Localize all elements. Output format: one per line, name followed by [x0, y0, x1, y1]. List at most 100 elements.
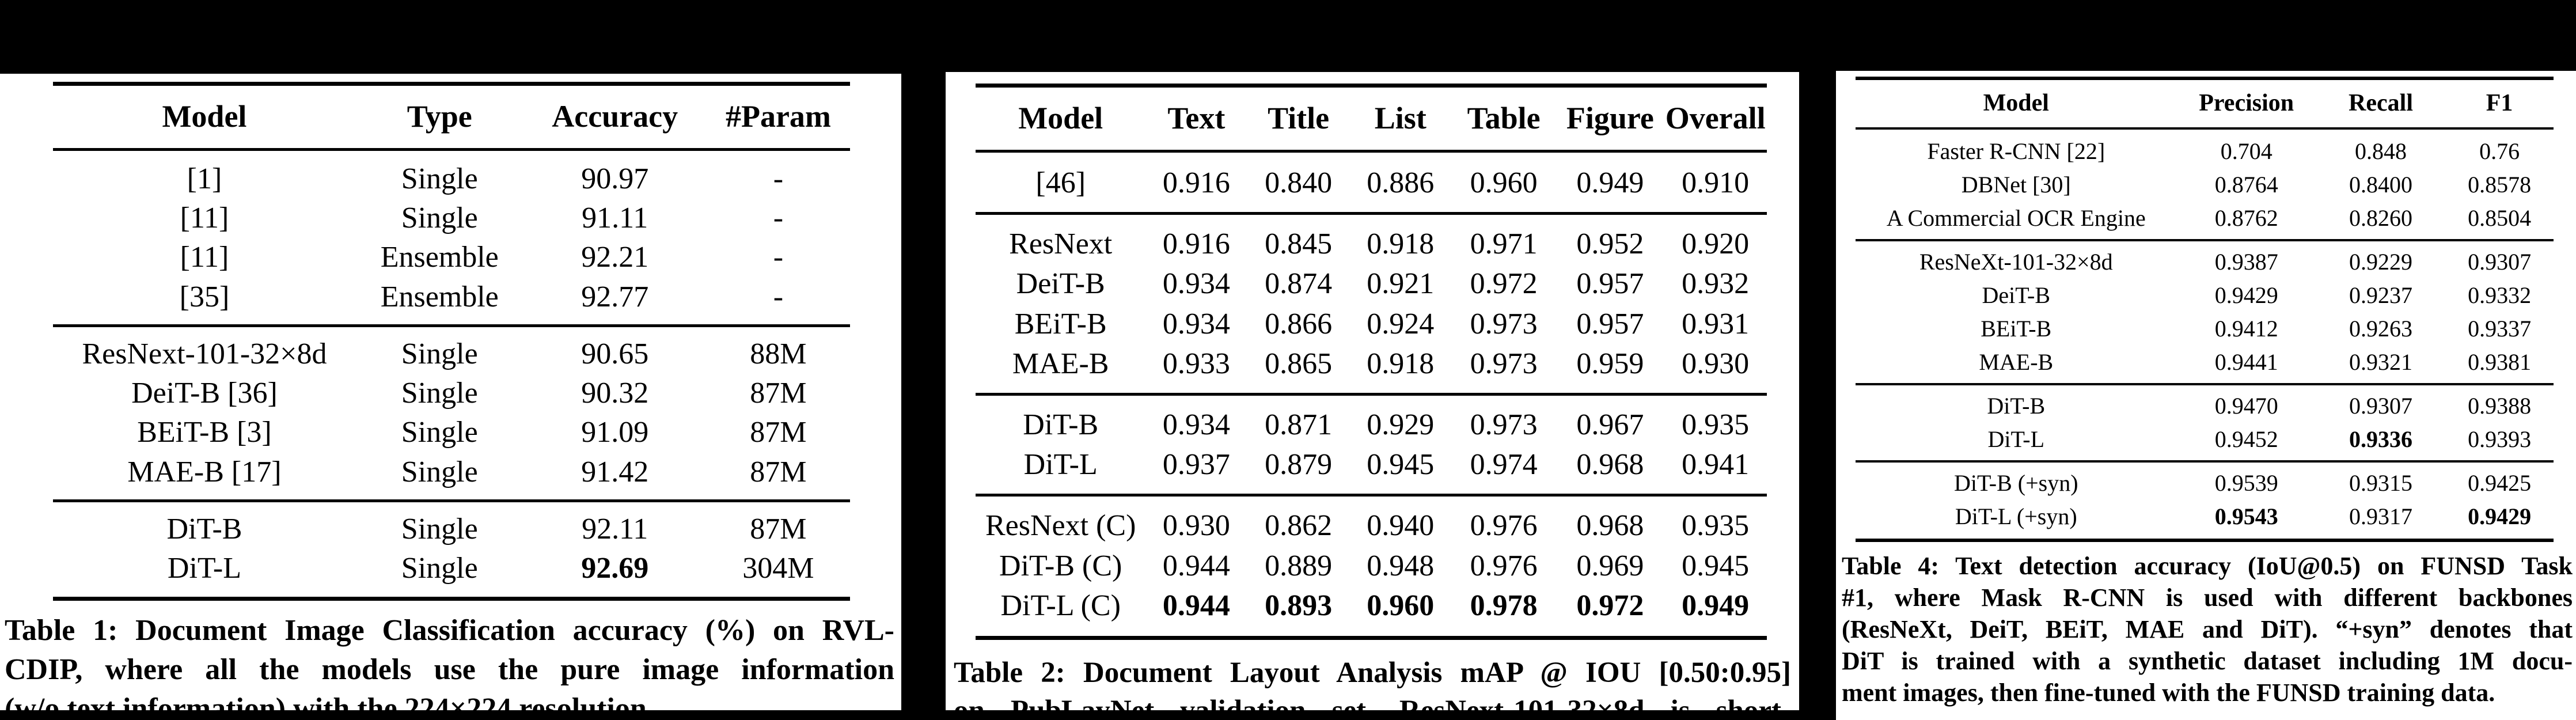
value-cell: 0.9470: [2176, 383, 2316, 423]
value-cell: 0.9336: [2349, 426, 2413, 452]
caption-line: (w/o text information) with the 224×224 …: [5, 692, 654, 710]
table-row: DeiT-B 0.9429 0.9237 0.9332: [1856, 279, 2554, 312]
value-cell: 0.916: [1162, 166, 1230, 199]
table-row: DiT-L (C) 0.944 0.893 0.960 0.978 0.972 0.949: [976, 586, 1767, 638]
value-cell: 0.8504: [2468, 205, 2532, 231]
value-cell: 88M: [706, 324, 850, 374]
value-cell: 0.8260: [2349, 205, 2413, 231]
value-cell: 0.973: [1470, 307, 1538, 340]
caption-line: Table 2: Document Layout Analysis mAP @ …: [954, 656, 1791, 689]
column-header-text: Text: [1145, 85, 1247, 153]
value-cell: 0.9381: [2468, 349, 2532, 375]
value-cell: 0.866: [1265, 307, 1333, 340]
value-cell: 0.930: [1682, 347, 1750, 380]
column-header-type: Type: [355, 84, 523, 151]
value-cell: 0.949: [1682, 589, 1750, 622]
model-cell: [35]: [179, 280, 230, 313]
value-cell: 0.934: [1162, 267, 1230, 301]
column-header-overall: Overall: [1664, 85, 1767, 153]
value-cell: 0.976: [1470, 549, 1538, 582]
value-cell: 0.9315: [2316, 460, 2446, 500]
value-cell: 0.934: [1145, 392, 1247, 445]
model-cell: BEiT-B: [1981, 316, 2052, 342]
table1-panel: Model Type Accuracy #Param [1] Single 90.97-[…: [0, 74, 901, 710]
value-cell: 0.704: [2220, 138, 2273, 164]
model-cell: ResNext (C): [976, 494, 1146, 546]
value-cell: 0.8400: [2349, 172, 2413, 198]
model-cell: DiT-B (+syn): [1856, 460, 2177, 500]
value-cell: 0.960: [1470, 166, 1538, 199]
value-cell: 87M: [750, 455, 807, 488]
value-cell: 0.974: [1470, 448, 1538, 482]
table-row: DeiT-B [36] Single 90.32 87M: [53, 374, 850, 413]
table-row: DiT-L Single 92.69 304M: [53, 549, 850, 599]
caption-line: #1, where Mask R-CNN is used with differ…: [1842, 583, 2573, 612]
value-cell: -: [773, 241, 784, 274]
value-cell: 0.9317: [2349, 503, 2413, 529]
table4-panel: Model Precision Recall F1 Faster R-CNN [22]…: [1836, 71, 2576, 720]
caption-line: CDIP, where all the models use the pure …: [5, 653, 894, 686]
value-cell: 0.893: [1265, 589, 1333, 622]
value-cell: 0.941: [1682, 448, 1750, 482]
model-cell: DiT-L: [1987, 426, 2045, 452]
value-cell: 0.845: [1247, 212, 1350, 264]
value-cell: 0.920: [1664, 212, 1767, 264]
value-cell: 0.9307: [2445, 239, 2554, 279]
table-row: ResNext (C) 0.930 0.862 0.940 0.976 0.968 0.93…: [976, 494, 1767, 546]
table4-text-detection-funsd: Model Precision Recall F1 Faster R-CNN [22]…: [1856, 77, 2554, 542]
value-cell: 0.968: [1576, 448, 1644, 482]
model-cell: MAE-B: [1012, 347, 1109, 380]
table1-body: [1] Single 90.97 - [11] Single 91.11 - [11] Ensem…: [53, 150, 850, 599]
value-cell: 0.933: [1162, 347, 1230, 380]
value-cell: 0.937: [1162, 448, 1230, 482]
column-header--param: #Param: [706, 84, 850, 151]
value-cell: Single: [401, 552, 478, 585]
table4-body: Faster R-CNN [22] 0.704 0.848 0.76 DBNet [30…: [1856, 128, 2554, 540]
value-cell: -: [773, 162, 784, 195]
value-cell: 304M: [742, 552, 814, 585]
header-row: Model Precision Recall F1: [1856, 78, 2554, 130]
model-cell: Faster R-CNN [22]: [1927, 138, 2105, 164]
value-cell: 0.871: [1247, 392, 1350, 445]
value-cell: 0.865: [1265, 347, 1333, 380]
column-header-figure: Figure: [1556, 85, 1664, 153]
table-row: MAE-B 0.9441 0.9321 0.9381: [1856, 346, 2554, 384]
table-row: MAE-B [17] Single 91.42 87M: [53, 453, 850, 501]
value-cell: Single: [401, 377, 478, 410]
table2-body: [46] 0.916 0.840 0.886 0.960 0.949 0.910 ResNex…: [976, 151, 1767, 638]
table-row: [35] Ensemble 92.77 -: [53, 278, 850, 326]
value-cell: Single: [401, 416, 478, 449]
table4-caption: Table 4: Text detection accuracy (IoU@0.…: [1842, 550, 2573, 708]
value-cell: 0.889: [1265, 549, 1333, 582]
model-cell: BEiT-B [3]: [137, 416, 272, 449]
table-row: ResNeXt-101-32×8d 0.9387 0.9229 0.9307: [1856, 239, 2554, 279]
value-cell: 0.972: [1470, 267, 1538, 301]
value-cell: 0.932: [1682, 267, 1750, 301]
model-cell: DBNet [30]: [1961, 172, 2071, 198]
value-cell: 0.935: [1664, 392, 1767, 445]
model-cell: A Commercial OCR Engine: [1886, 205, 2146, 231]
model-cell: BEiT-B: [1014, 307, 1107, 340]
model-cell: DeiT-B: [1982, 282, 2051, 308]
value-cell: 0.934: [1162, 307, 1230, 340]
table-row: ResNext 0.916 0.845 0.918 0.971 0.952 0.920: [976, 212, 1767, 264]
value-cell: Ensemble: [380, 241, 499, 274]
value-cell: 0.9441: [2214, 349, 2278, 375]
table-row: DiT-B (C) 0.944 0.889 0.948 0.976 0.969 0.945: [976, 546, 1767, 586]
value-cell: 0.862: [1247, 494, 1350, 546]
table2-document-layout-analysis: Model Text Title List Table Figure Overall [46…: [976, 84, 1767, 640]
value-cell: 91.11: [582, 202, 648, 235]
value-cell: 0.9388: [2445, 383, 2554, 423]
value-cell: 0.918: [1349, 212, 1451, 264]
value-cell: 0.940: [1349, 494, 1451, 546]
model-cell: DiT-L (C): [1000, 589, 1121, 622]
column-header-accuracy: Accuracy: [523, 84, 707, 151]
value-cell: 90.97: [581, 162, 649, 195]
table-row: DiT-L (+syn) 0.9543 0.9317 0.9429: [1856, 500, 2554, 540]
value-cell: 91.09: [581, 416, 649, 449]
model-cell: ResNeXt-101-32×8d: [1856, 239, 2177, 279]
column-header-precision: Precision: [2176, 78, 2316, 130]
caption-line: Table 4: Text detection accuracy (IoU@0.…: [1842, 552, 2573, 580]
value-cell: 0.9237: [2349, 282, 2413, 308]
column-header-recall: Recall: [2316, 78, 2446, 130]
